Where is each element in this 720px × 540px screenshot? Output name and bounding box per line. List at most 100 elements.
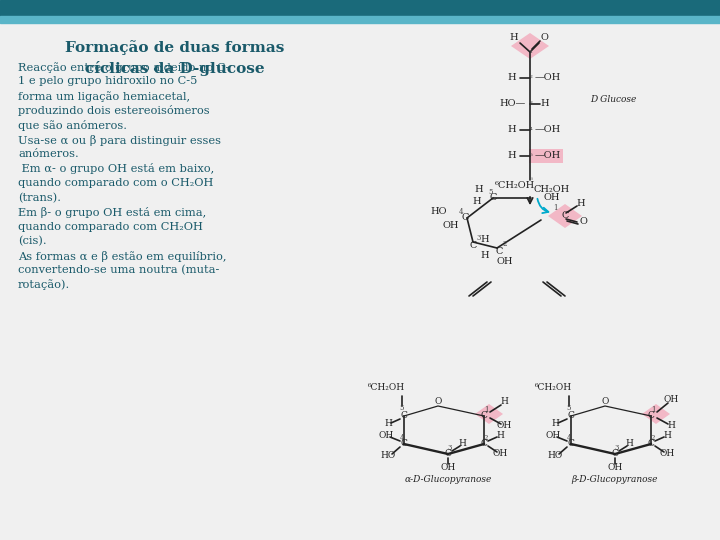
Text: 4: 4	[567, 434, 571, 442]
Text: ⁶CH₂OH: ⁶CH₂OH	[367, 383, 405, 393]
Text: OH: OH	[608, 463, 623, 472]
Text: C: C	[400, 438, 408, 448]
Text: H: H	[473, 198, 481, 206]
Text: que são anómeros.: que são anómeros.	[18, 120, 127, 131]
Text: H: H	[496, 431, 504, 441]
Text: convertendo-se uma noutra (muta-: convertendo-se uma noutra (muta-	[18, 265, 220, 275]
Polygon shape	[511, 33, 549, 59]
Text: OH: OH	[379, 431, 394, 441]
Text: C: C	[444, 449, 451, 457]
Text: OH: OH	[543, 192, 559, 201]
Text: 4: 4	[400, 434, 404, 442]
Text: HO: HO	[431, 207, 447, 217]
Polygon shape	[475, 404, 503, 424]
Text: O: O	[540, 33, 548, 43]
Text: C: C	[400, 410, 408, 420]
Text: ₃: ₃	[530, 98, 532, 106]
Text: 3: 3	[477, 234, 481, 242]
Text: As formas α e β estão em equilíbrio,: As formas α e β estão em equilíbrio,	[18, 251, 227, 261]
Text: anómeros.: anómeros.	[18, 149, 78, 159]
Text: forma um ligação hemiacetal,: forma um ligação hemiacetal,	[18, 91, 190, 102]
Text: ₅: ₅	[530, 150, 532, 158]
Text: 5: 5	[400, 404, 404, 412]
Text: —OH: —OH	[535, 125, 562, 134]
Bar	[0, 16, 720, 23]
Text: H: H	[510, 33, 518, 43]
Text: H: H	[481, 235, 490, 245]
Text: 1: 1	[484, 406, 488, 414]
Text: OH: OH	[545, 431, 561, 441]
Text: quando comparado com o CH₂OH: quando comparado com o CH₂OH	[18, 178, 213, 188]
Text: ₄: ₄	[530, 124, 532, 132]
Text: O: O	[434, 396, 441, 406]
Text: H: H	[508, 125, 516, 134]
Text: C: C	[567, 438, 575, 448]
Text: 5: 5	[489, 188, 493, 196]
Text: ₆: ₆	[530, 174, 532, 182]
Text: produzindo dois estereoisómeros: produzindo dois estereoisómeros	[18, 105, 210, 117]
Text: C: C	[611, 449, 618, 457]
FancyBboxPatch shape	[529, 149, 563, 163]
Text: 4: 4	[459, 208, 463, 216]
Text: 5: 5	[567, 404, 571, 412]
Text: Em α- o grupo OH está em baixo,: Em α- o grupo OH está em baixo,	[18, 164, 215, 174]
Text: O: O	[601, 396, 608, 406]
Text: 2: 2	[503, 240, 508, 248]
Text: Reacção entre o grupo aldeído no C-: Reacção entre o grupo aldeído no C-	[18, 62, 230, 73]
Text: C: C	[480, 438, 487, 448]
Bar	[0, 0, 720, 16]
Text: C: C	[647, 410, 654, 420]
Text: ⁶CH₂OH: ⁶CH₂OH	[495, 181, 535, 191]
Text: Em β- o grupo OH está em cima,: Em β- o grupo OH está em cima,	[18, 207, 206, 218]
Text: 1: 1	[553, 204, 557, 212]
Text: H: H	[474, 186, 483, 194]
Text: D Glucose: D Glucose	[590, 96, 636, 105]
Text: H: H	[667, 422, 675, 430]
Text: OH: OH	[660, 449, 675, 458]
Text: H: H	[508, 73, 516, 83]
Text: OH: OH	[492, 449, 508, 458]
Text: C: C	[567, 410, 575, 420]
Text: H: H	[551, 420, 559, 429]
Text: —OH: —OH	[535, 152, 562, 160]
Text: OH: OH	[663, 395, 679, 404]
Text: OH: OH	[497, 258, 513, 267]
Text: CH₂OH: CH₂OH	[533, 186, 570, 194]
Text: β-D-Glucopyranose: β-D-Glucopyranose	[572, 476, 658, 484]
Text: OH: OH	[441, 463, 456, 472]
Polygon shape	[642, 404, 670, 424]
Text: 3: 3	[448, 444, 452, 452]
Text: H: H	[500, 397, 508, 407]
Text: ₁: ₁	[530, 47, 532, 55]
Text: (trans).: (trans).	[18, 192, 61, 203]
Text: C: C	[562, 212, 569, 220]
Polygon shape	[548, 204, 582, 228]
Text: (cis).: (cis).	[18, 236, 47, 246]
Text: ⁶CH₂OH: ⁶CH₂OH	[534, 383, 572, 393]
Text: C: C	[647, 438, 654, 448]
Text: H: H	[577, 199, 585, 208]
Text: HO: HO	[547, 451, 562, 461]
Text: 1 e pelo grupo hidroxilo no C-5: 1 e pelo grupo hidroxilo no C-5	[18, 77, 197, 86]
Text: HO: HO	[380, 451, 395, 461]
Text: H: H	[625, 440, 633, 449]
Text: O: O	[579, 218, 587, 226]
Text: Usa-se α ou β para distinguir esses: Usa-se α ou β para distinguir esses	[18, 134, 221, 145]
Text: H: H	[540, 99, 549, 109]
Text: 2: 2	[651, 434, 655, 442]
Text: OH: OH	[496, 422, 512, 430]
Text: —OH: —OH	[535, 73, 562, 83]
Text: α-D-Glucopyranose: α-D-Glucopyranose	[405, 476, 492, 484]
Text: Formação de duas formas
cíclicas da D-glucose: Formação de duas formas cíclicas da D-gl…	[66, 40, 284, 76]
Text: OH: OH	[443, 221, 459, 231]
Text: HO—: HO—	[500, 99, 526, 109]
Text: H: H	[663, 431, 671, 441]
Text: rotação).: rotação).	[18, 280, 71, 291]
Text: 3: 3	[615, 444, 619, 452]
Text: H: H	[458, 440, 466, 449]
Text: 2: 2	[484, 434, 488, 442]
Text: C: C	[495, 247, 503, 256]
Text: quando comparado com CH₂OH: quando comparado com CH₂OH	[18, 221, 203, 232]
Text: ₂: ₂	[530, 72, 532, 80]
Text: H: H	[508, 152, 516, 160]
